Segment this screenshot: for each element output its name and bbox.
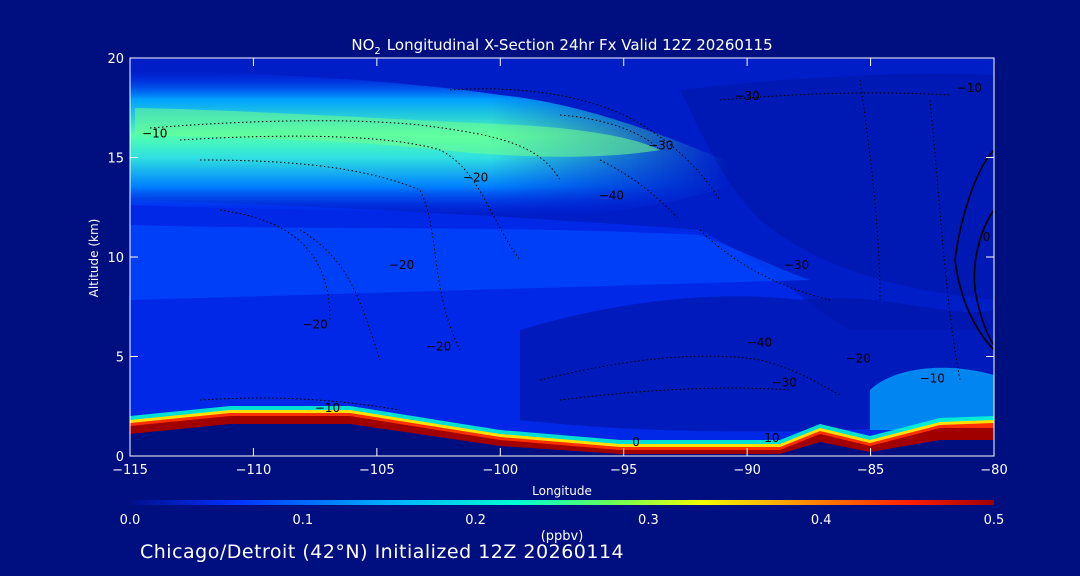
- y-tick-label: 0: [116, 450, 124, 465]
- x-tick-label: −115: [112, 463, 148, 478]
- contour-label: 10: [764, 431, 779, 445]
- colorbar-tick-label: 0.1: [292, 513, 313, 528]
- y-tick-label: 15: [107, 152, 124, 167]
- chart-title: NO2 Longitudinal X-Section 24hr Fx Valid …: [351, 36, 772, 57]
- x-tick-label: −105: [359, 463, 395, 478]
- solid-contours: [954, 149, 994, 351]
- colorbar-tick-label: 0.4: [811, 513, 832, 528]
- contour-label: −20: [389, 258, 414, 272]
- y-axis-label: Altitude (km): [87, 219, 101, 298]
- x-tick-label: −100: [482, 463, 518, 478]
- east-plume: [870, 367, 994, 430]
- colorbar-ticks: 0.0 0.1 0.2 0.3 0.4 0.5: [120, 513, 1005, 528]
- x-axis-ticks: −115 −110 −105 −100 −95 −90 −85 −80: [112, 58, 1008, 478]
- y-axis-ticks: 0 5 10 15 20: [107, 52, 994, 465]
- contour-label: −20: [426, 340, 451, 354]
- contour-label: 0: [983, 230, 991, 244]
- contour-label: −10: [957, 81, 982, 95]
- contour-label: −10: [920, 371, 945, 385]
- contour-label: −30: [784, 258, 809, 272]
- footer-caption: Chicago/Detroit (42°N) Initialized 12Z 2…: [140, 541, 625, 563]
- contour-label: −30: [648, 139, 673, 153]
- x-tick-label: −95: [610, 463, 637, 478]
- contour-label: −40: [747, 336, 772, 350]
- contour-label: −10: [142, 127, 167, 141]
- contour-label: −10: [315, 401, 340, 415]
- contour-label: −30: [734, 89, 759, 103]
- x-axis-label: Longitude: [532, 484, 592, 498]
- y-tick-label: 5: [116, 351, 124, 366]
- contour-labels: −10 −20 −30 −40 −30 −20 −20 −20 −40 −30 −30 −10 0 10 −…: [142, 81, 990, 449]
- colorbar-label: (ppbv): [541, 529, 584, 544]
- contour-label: −20: [302, 318, 327, 332]
- x-tick-label: −85: [857, 463, 884, 478]
- x-tick-label: −90: [733, 463, 760, 478]
- colorbar-tick-label: 0.2: [465, 513, 486, 528]
- terrain-base: [130, 424, 994, 456]
- colorbar-tick-label: 0.3: [638, 513, 659, 528]
- y-tick-label: 20: [107, 52, 124, 67]
- upper-dark-region: [680, 73, 994, 300]
- contour-label: 0: [632, 435, 640, 449]
- y-tick-label: 10: [107, 251, 124, 266]
- x-tick-label: −110: [236, 463, 272, 478]
- contour-lines: [149, 79, 961, 411]
- colorbar: [130, 500, 994, 505]
- contour-label: −20: [463, 170, 488, 184]
- contour-label: −20: [846, 351, 871, 365]
- strato-core: [135, 108, 660, 157]
- contour-label: −30: [772, 375, 797, 389]
- colorbar-tick-label: 0.5: [984, 513, 1005, 528]
- contour-label: −40: [599, 188, 624, 202]
- mid-band: [130, 225, 810, 300]
- colorbar-tick-label: 0.0: [120, 513, 141, 528]
- x-tick-label: −80: [980, 463, 1007, 478]
